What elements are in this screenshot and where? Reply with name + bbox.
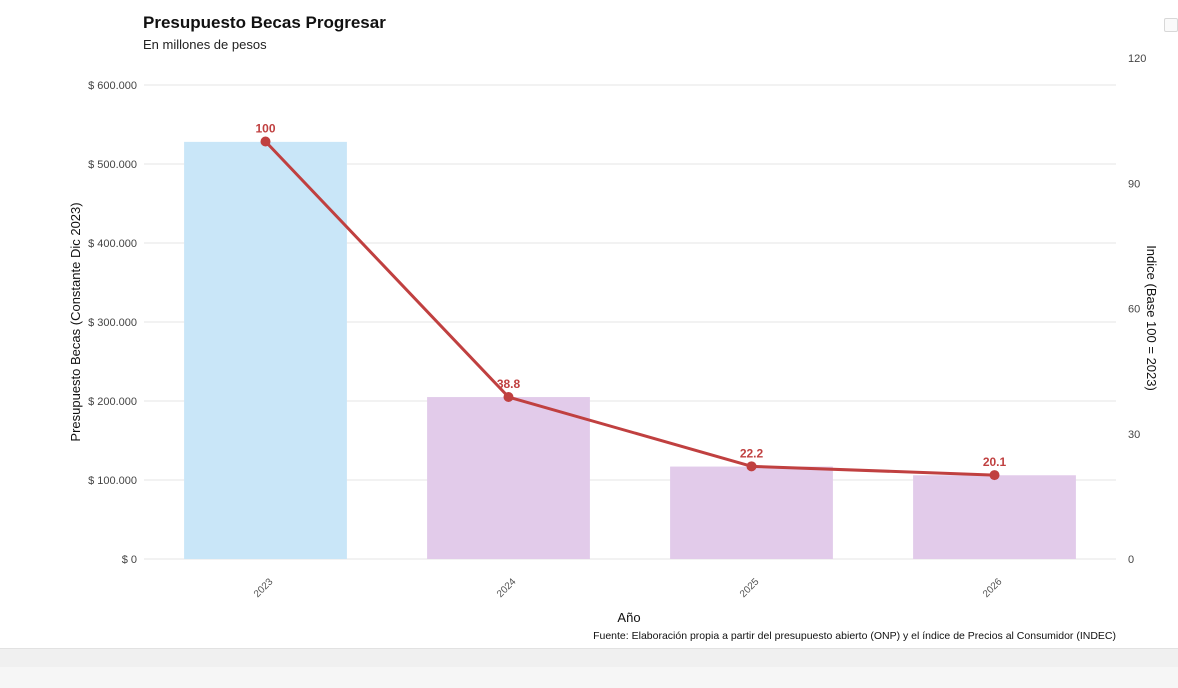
y-axis-left-ticks: $ 0 $ 100.000 $ 200.000 $ 300.000 $ 400.000 $…	[88, 80, 137, 566]
x-axis-label: Año	[617, 610, 640, 625]
chart-container: Presupuesto Becas Progresar En millones …	[68, 13, 1159, 642]
y2-tick-label: 30	[1128, 429, 1140, 441]
index-data-label: 38.8	[497, 377, 521, 391]
chart-svg: Presupuesto Becas Progresar En millones …	[68, 13, 1159, 642]
x-tick-label: 2026	[981, 576, 1005, 600]
x-tick-label: 2025	[738, 576, 762, 600]
y2-tick-label: 120	[1128, 53, 1146, 65]
index-point-2024	[503, 392, 514, 403]
index-point-2026	[989, 470, 1000, 481]
x-axis-ticks: 2023 2024 2025 2026	[252, 576, 1005, 600]
x-tick-label: 2024	[495, 576, 519, 600]
y-tick-label: $ 600.000	[88, 80, 137, 92]
y-tick-label: $ 500.000	[88, 159, 137, 171]
bar-2026	[913, 475, 1076, 559]
y-tick-label: $ 200.000	[88, 396, 137, 408]
index-data-label: 20.1	[983, 455, 1007, 469]
chart-title: Presupuesto Becas Progresar	[143, 13, 386, 32]
index-data-label: 100	[255, 122, 275, 136]
y-tick-label: $ 400.000	[88, 238, 137, 250]
bar-2024	[427, 397, 590, 559]
bar-2025	[670, 466, 833, 559]
chart-subtitle: En millones de pesos	[143, 37, 267, 52]
y-axis-right-label: Indice (Base 100 = 2023)	[1144, 245, 1159, 391]
y2-tick-label: 90	[1128, 178, 1140, 190]
bars	[184, 141, 1076, 559]
footer-band	[0, 648, 1178, 688]
index-point-2023	[260, 136, 271, 147]
x-tick-label: 2023	[252, 576, 276, 600]
y-tick-label: $ 0	[122, 554, 137, 566]
index-line-path	[264, 140, 996, 477]
y-tick-label: $ 300.000	[88, 317, 137, 329]
index-point-2025	[746, 461, 757, 472]
window-icon	[1164, 18, 1178, 32]
index-data-label: 22.2	[740, 446, 764, 460]
chart-caption: Fuente: Elaboración propia a partir del …	[593, 630, 1116, 642]
bar-2023	[184, 141, 347, 559]
y2-tick-label: 60	[1128, 304, 1140, 316]
footer-strip	[0, 667, 1178, 688]
y-axis-right-ticks: 0 30 60 90 120	[1128, 53, 1146, 566]
y2-tick-label: 0	[1128, 554, 1134, 566]
y-tick-label: $ 100.000	[88, 475, 137, 487]
index-line: 100 38.8 22.2 20.1	[255, 122, 1007, 481]
y-axis-label: Presupuesto Becas (Constante Dic 2023)	[68, 202, 83, 441]
